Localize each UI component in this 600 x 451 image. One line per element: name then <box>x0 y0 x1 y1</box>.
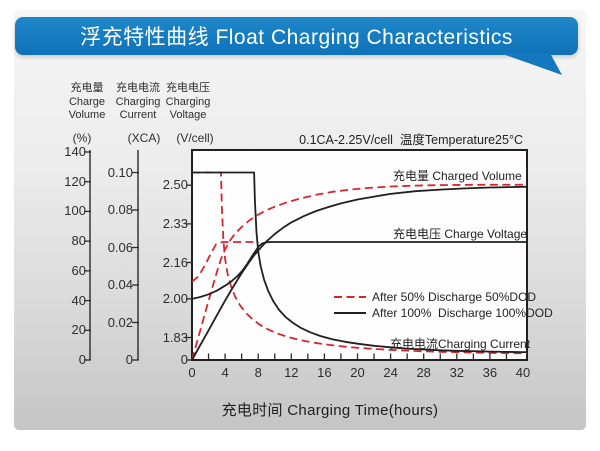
volume-tick-label: 40 <box>71 292 86 308</box>
axis-header-volume-zh: 充电量 <box>70 82 104 94</box>
curve-charged-volume-100dod <box>191 185 527 361</box>
legend-item-50dod: After 50% Discharge 50%DOD <box>372 290 537 304</box>
volume-tick-label: 20 <box>71 322 86 338</box>
current-tick-label: 0 <box>125 352 133 367</box>
x-tick-label: 8 <box>254 365 262 380</box>
axis-header-current: 充电电流 Charging Current <box>101 82 175 123</box>
voltage-tick-label: 2.00 <box>162 290 188 306</box>
volume-tick-label: 80 <box>71 233 86 249</box>
curve-label-charge-voltage: 充电电压 Charge Voltage <box>393 227 528 241</box>
x-tick-label: 36 <box>482 365 498 380</box>
curve-charging-current-100dod <box>192 171 527 353</box>
axis-header-volume-en2: Volume <box>68 109 106 121</box>
x-tick-label: 24 <box>383 365 398 380</box>
title-banner: 浮充特性曲线 Float Charging Characteristics <box>15 17 578 55</box>
axis-header-voltage-en2: Voltage <box>169 109 207 121</box>
x-axis-title: 充电时间 Charging Time(hours) <box>221 402 439 419</box>
curve-charging-current-50dod <box>192 171 527 355</box>
volume-tick-label: 60 <box>71 262 86 278</box>
axis-header-current-zh: 充电电流 <box>116 82 160 94</box>
x-tick-label: 16 <box>317 365 332 380</box>
volume-tick-label: 120 <box>64 173 86 189</box>
axis-header-current-en2: Current <box>119 109 157 121</box>
banner-tail-decoration <box>500 53 562 75</box>
curve-charge-voltage-50dod <box>191 241 259 283</box>
axis-header-volume-en1: Charge <box>68 95 106 108</box>
volume-tick-label: 140 <box>64 144 86 159</box>
curve-label-charged-volume: 充电量 Charged Volume <box>393 169 522 183</box>
current-tick-label: 0.06 <box>107 239 133 255</box>
current-tick-label: 0.08 <box>107 202 133 217</box>
curve-charged-volume-50dod <box>191 183 527 361</box>
axis-unit-current: (XCA) <box>127 131 161 145</box>
voltage-tick-label: 1.83 <box>162 329 188 345</box>
curves-group <box>191 171 527 361</box>
current-tick-label: 0.04 <box>107 277 133 292</box>
curve-label-charging-current: 充电电流Charging Current <box>390 337 531 351</box>
curve-charge-voltage-100dod <box>191 241 527 300</box>
current-tick-label: 0.10 <box>107 164 133 180</box>
x-tick-label: 4 <box>221 365 229 380</box>
axis-header-voltage: 充电电压 Charging Voltage <box>151 82 225 123</box>
current-tick-label: 0.02 <box>107 314 133 330</box>
banner-tail-shape <box>500 53 562 75</box>
x-tick-label: 12 <box>284 365 299 380</box>
voltage-tick-label: 2.50 <box>162 177 188 193</box>
x-tick-label: 0 <box>188 365 196 380</box>
axis-header-current-en1: Charging <box>115 95 161 108</box>
voltage-tick-label: 2.33 <box>162 215 188 231</box>
axis-header-voltage-en1: Charging <box>165 95 211 108</box>
volume-tick-label: 0 <box>78 352 86 367</box>
voltage-tick-label: 0 <box>180 352 188 367</box>
chart-condition-note: 0.1CA-2.25V/cell 温度Temperature25°C <box>299 133 523 147</box>
axis-header-volume: 充电量 Charge Volume <box>50 82 124 123</box>
axis-unit-volume: (%) <box>72 131 92 145</box>
x-tick-label: 20 <box>350 365 365 380</box>
page-title: 浮充特性曲线 Float Charging Characteristics <box>80 26 513 49</box>
volume-tick-label: 100 <box>64 203 86 219</box>
x-tick-label: 40 <box>515 365 531 380</box>
x-tick-label: 28 <box>416 365 431 380</box>
axis-ticks <box>84 151 508 361</box>
x-tick-label: 32 <box>449 365 465 380</box>
legend-item-100dod: After 100% Discharge 100%DOD <box>372 306 553 320</box>
axis-unit-voltage: (V/cell) <box>176 131 214 145</box>
voltage-tick-label: 2.16 <box>162 254 188 270</box>
axis-header-voltage-zh: 充电电压 <box>166 82 210 94</box>
